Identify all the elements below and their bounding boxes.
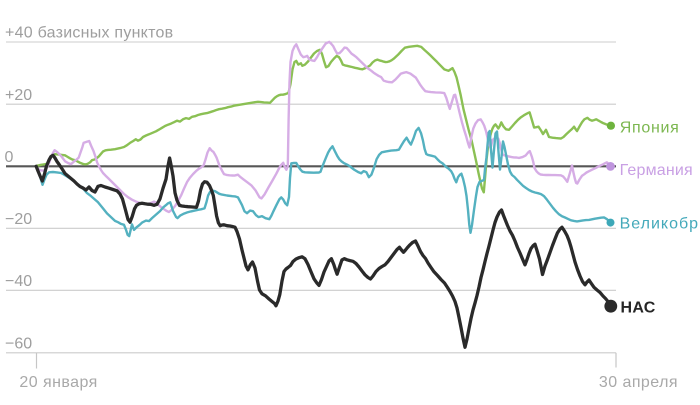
svg-text:+20: +20 bbox=[5, 87, 32, 104]
svg-text:−40: −40 bbox=[5, 273, 32, 290]
svg-text:20 января: 20 января bbox=[19, 374, 97, 391]
svg-text:−60: −60 bbox=[5, 335, 32, 352]
svg-text:НАС: НАС bbox=[621, 300, 656, 317]
svg-text:30 апреля: 30 апреля bbox=[599, 374, 678, 391]
svg-text:+40 базисных пунктов: +40 базисных пунктов bbox=[5, 25, 173, 42]
svg-text:0: 0 bbox=[5, 149, 14, 166]
svg-text:Великобритания: Великобритания bbox=[620, 216, 700, 233]
svg-text:−20: −20 bbox=[5, 211, 32, 228]
svg-text:Япония: Япония bbox=[620, 120, 680, 137]
svg-text:Германия: Германия bbox=[620, 162, 693, 179]
